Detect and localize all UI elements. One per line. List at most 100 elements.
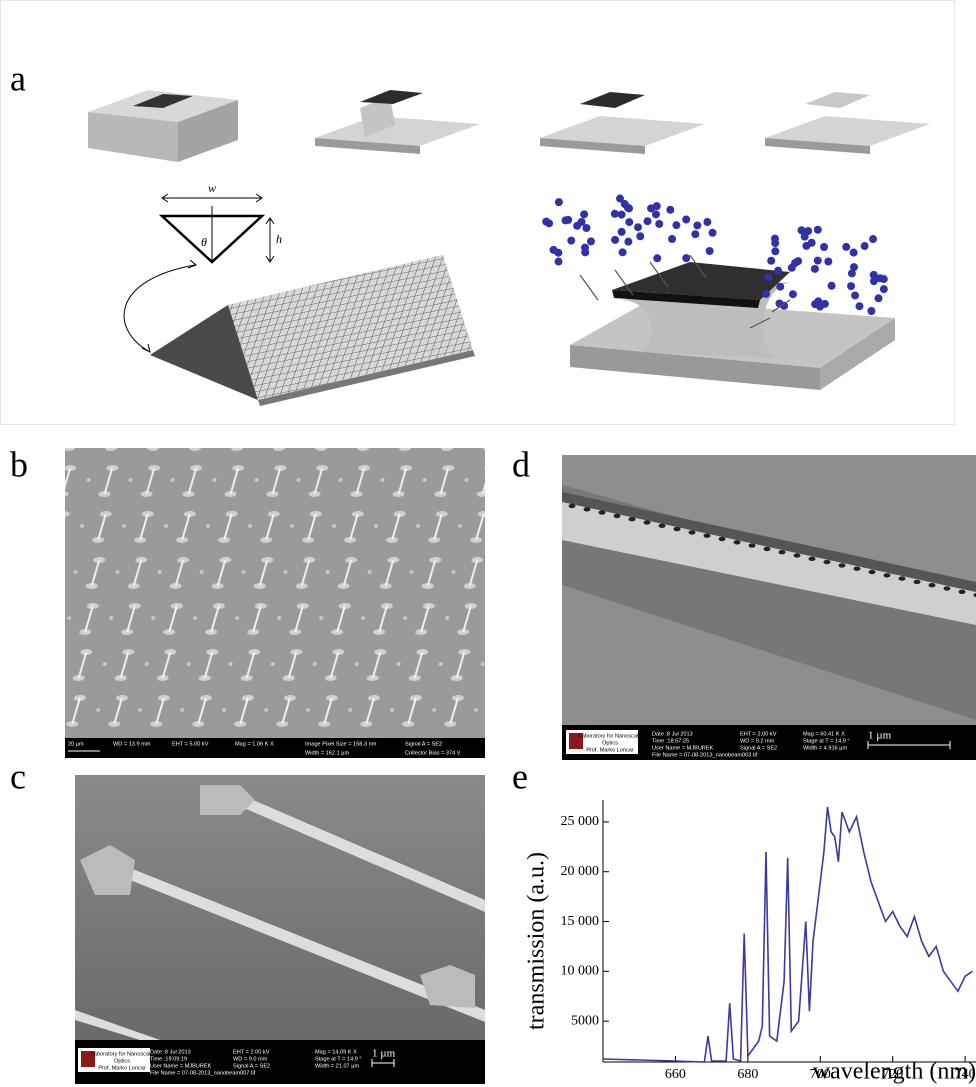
- ion: [767, 257, 775, 265]
- ion: [624, 238, 632, 246]
- ion: [820, 243, 828, 251]
- ion: [619, 248, 627, 256]
- ion: [647, 204, 655, 212]
- ion: [703, 218, 711, 226]
- ion: [811, 265, 819, 273]
- hole: [764, 547, 771, 551]
- ion: [580, 210, 588, 218]
- hole: [824, 560, 831, 564]
- ion: [814, 226, 822, 234]
- info-field: EHT = 2.00 kV: [233, 1049, 270, 1055]
- info-field: WD = 9.0 mm: [233, 1056, 268, 1062]
- panel-label: d: [512, 444, 530, 484]
- ion: [550, 246, 558, 254]
- hole: [809, 557, 816, 561]
- info-field: User Name = MJBUREK: [652, 745, 714, 751]
- x-tick-label: 680: [737, 1067, 758, 1082]
- hole: [959, 590, 966, 594]
- ion: [682, 254, 690, 262]
- info-field: Time :18:57:25: [652, 738, 689, 744]
- ion: [655, 220, 663, 228]
- hole: [779, 550, 786, 554]
- hole: [734, 540, 741, 544]
- ion: [644, 217, 652, 225]
- hole: [674, 527, 681, 531]
- hole: [584, 507, 591, 511]
- ion: [848, 269, 856, 277]
- info-field: WD = 9.2 mm: [740, 738, 775, 744]
- angle-label: θ: [201, 235, 207, 249]
- ion: [847, 282, 855, 290]
- ion: [672, 221, 680, 229]
- hole: [854, 567, 861, 571]
- ion: [814, 257, 822, 265]
- ion: [578, 218, 586, 226]
- ion: [855, 302, 863, 310]
- ion: [611, 210, 619, 218]
- ion: [668, 235, 676, 243]
- ion: [636, 232, 644, 240]
- hole: [749, 543, 756, 547]
- ion: [625, 218, 633, 226]
- y-axis-label: transmission (a.u.): [524, 852, 550, 1030]
- ion: [618, 228, 626, 236]
- hole: [794, 553, 801, 557]
- info-field: Date :8 Jul 2013: [652, 731, 693, 737]
- spectrum: [603, 807, 972, 1062]
- figure: a w h θ b d c: [0, 0, 976, 1087]
- panel-label: a: [10, 58, 26, 98]
- logo-text: Prof. Marko Loncar: [98, 1065, 146, 1071]
- ion: [691, 230, 699, 238]
- hole: [719, 537, 726, 541]
- ion: [794, 257, 802, 265]
- info-field: File Name = 07-08-2013_nanobeam003.tif: [652, 752, 758, 758]
- scale-label: 1 µm: [868, 730, 892, 742]
- hole: [659, 524, 666, 528]
- ion: [828, 282, 836, 290]
- logo-text: Optics: [602, 740, 618, 746]
- hole: [614, 514, 621, 518]
- scale-label: 1 µm: [372, 1048, 396, 1060]
- ion: [542, 218, 550, 226]
- ion: [811, 300, 819, 308]
- logo-text: Optics: [114, 1058, 130, 1064]
- ion: [789, 290, 797, 298]
- hole: [629, 517, 636, 521]
- hole: [839, 563, 846, 567]
- ion: [802, 242, 810, 250]
- y-tick-label: 5000: [571, 1013, 599, 1028]
- panel-label: e: [512, 756, 528, 796]
- info-field: Time :19:09:19: [150, 1056, 187, 1062]
- info-field: User Name = MJBUREK: [150, 1063, 212, 1069]
- ion: [771, 239, 779, 247]
- ion: [851, 291, 859, 299]
- ion: [764, 273, 772, 281]
- ion: [774, 267, 782, 275]
- ion: [861, 242, 869, 250]
- ion: [801, 233, 809, 241]
- info-field: EHT = 2.00 kV: [740, 731, 777, 737]
- info-field: Signal A = SE2: [233, 1063, 270, 1069]
- hole: [884, 573, 891, 577]
- x-tick-label: 660: [665, 1067, 686, 1082]
- logo-text: Laboratory for Nanoscale: [91, 1051, 154, 1057]
- panel-label: b: [10, 444, 28, 484]
- x-axis-label: wavelength (nm): [813, 1059, 976, 1085]
- ion: [682, 215, 690, 223]
- info-field: Width = 4.916 µm: [803, 745, 847, 751]
- ion: [567, 237, 575, 245]
- hole: [944, 586, 951, 590]
- scale-label: 20 µm: [68, 741, 84, 747]
- info-field: Stage at T = 14.9 °: [315, 1056, 362, 1062]
- sem-image: [75, 775, 485, 1040]
- width-label: w: [208, 181, 216, 195]
- info-field: Signal A = SE2: [740, 745, 777, 751]
- logo-text: Laboratory for Nanoscale: [579, 733, 642, 739]
- ion: [867, 307, 875, 315]
- ion: [869, 235, 877, 243]
- ion: [693, 221, 701, 229]
- info-field: Mag = 14.09 K X: [315, 1049, 357, 1055]
- ion: [870, 277, 878, 285]
- ion: [709, 229, 717, 237]
- info-field: Image Pixel Size = 158.3 nm: [305, 741, 377, 747]
